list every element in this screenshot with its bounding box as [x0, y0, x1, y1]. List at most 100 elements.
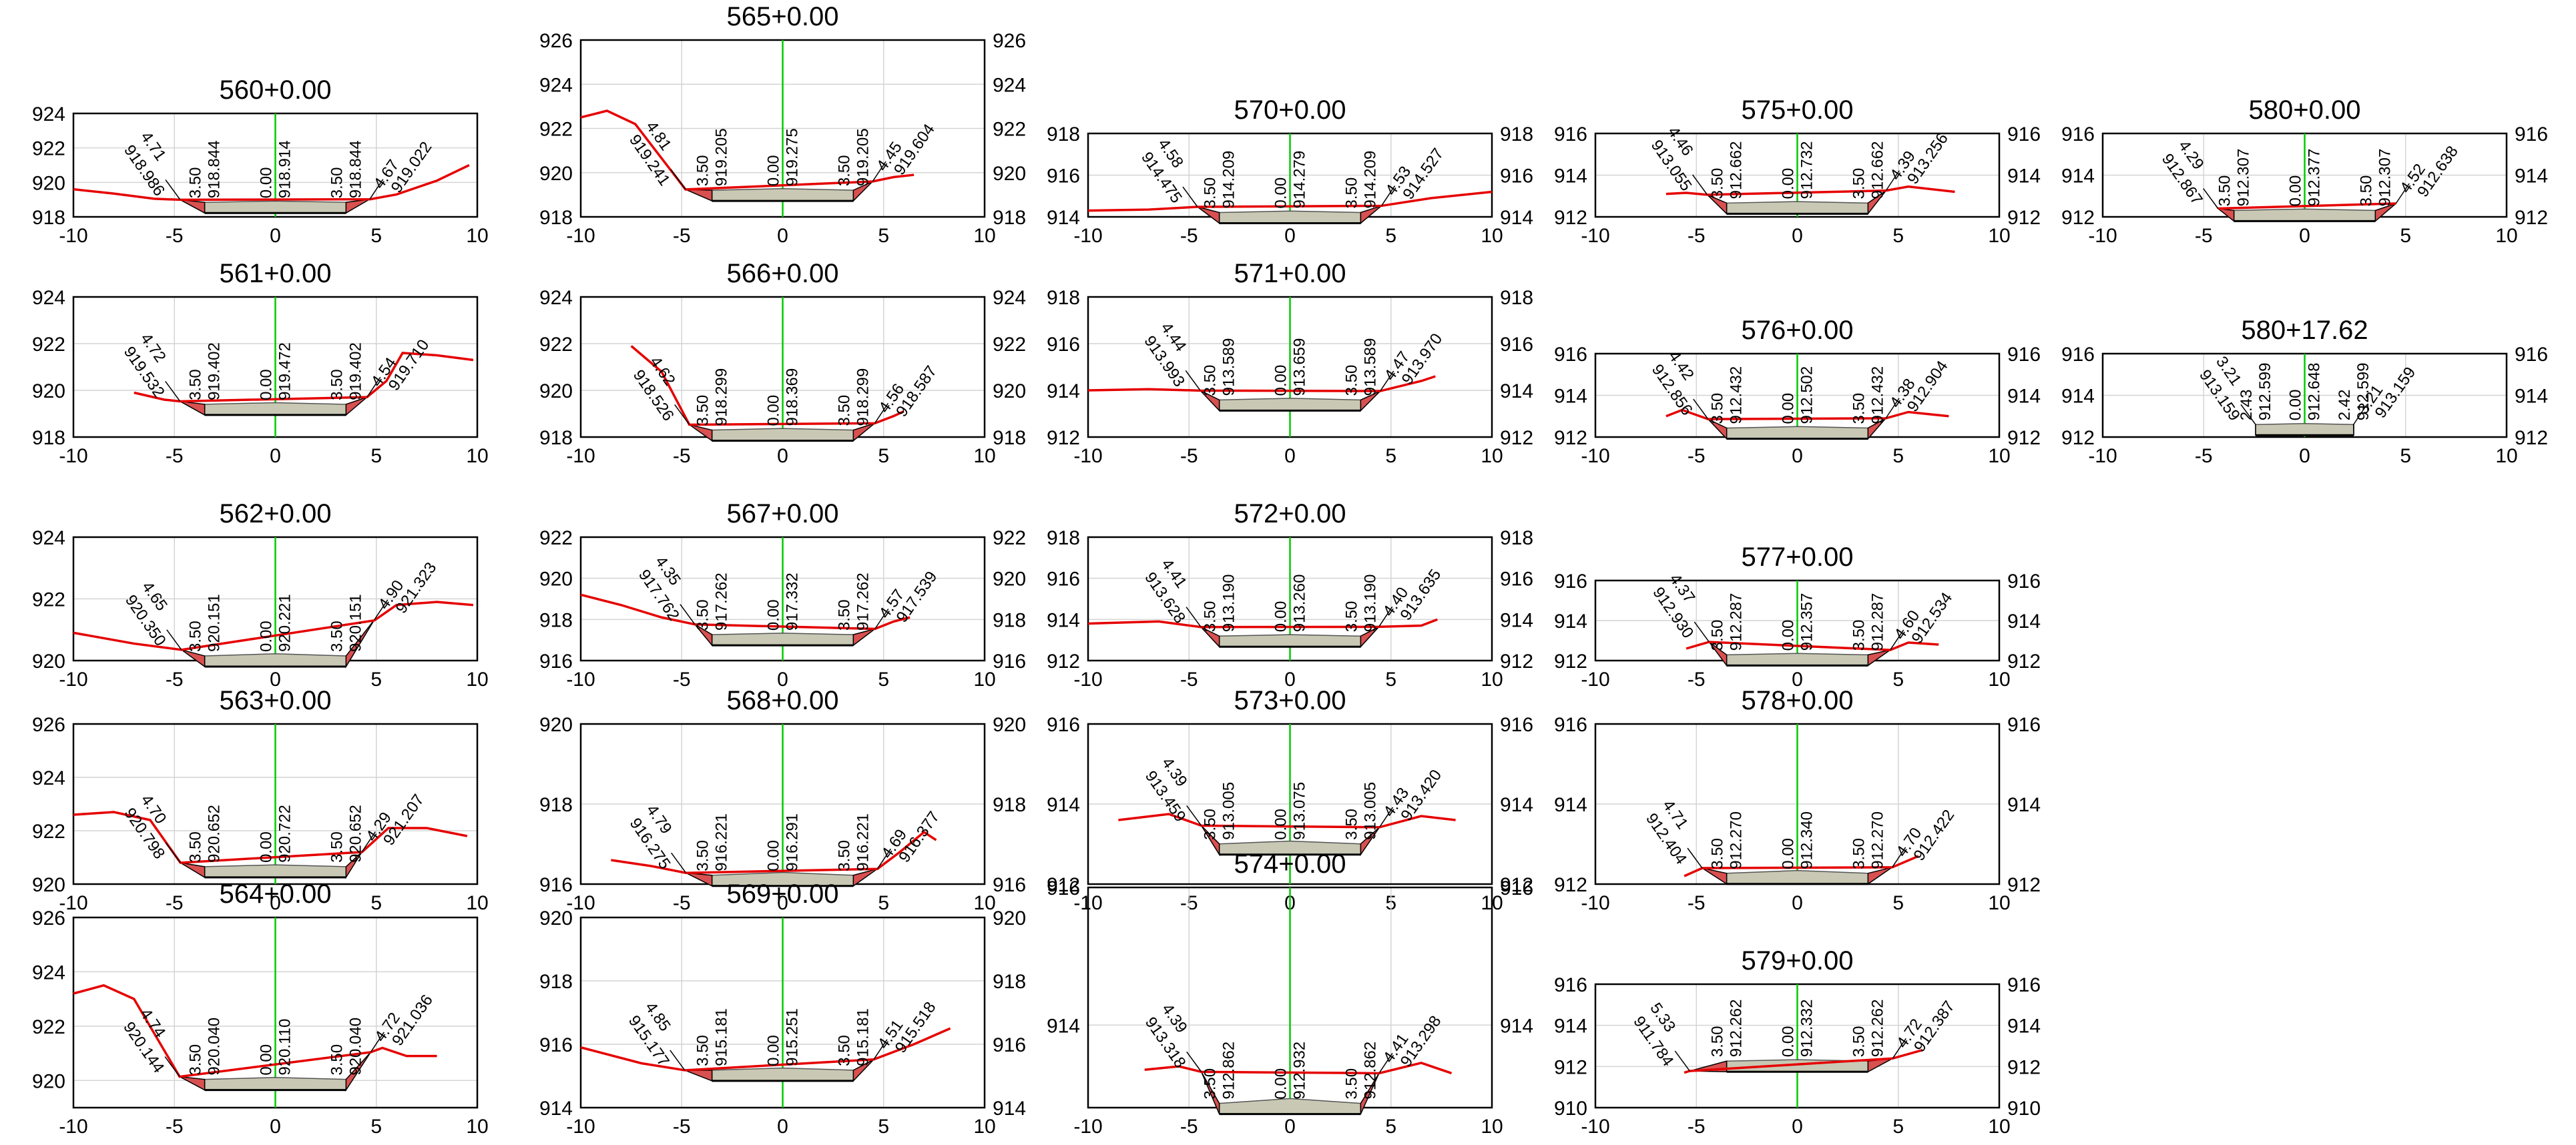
offset-label: 3.50	[328, 369, 346, 400]
right-side-slope	[1360, 205, 1382, 225]
leader-line	[670, 169, 686, 190]
x-tick-label: -10	[1581, 1116, 1609, 1138]
existing-ground-line	[1684, 855, 1919, 877]
y-tick-label-left: 916	[1047, 165, 1080, 187]
right-side-slope	[345, 619, 375, 669]
y-tick-label-left: 924	[32, 103, 65, 125]
section-panel: 579+0.00-10 -5 0 5 1091091291491691091291491…	[1554, 946, 2041, 1138]
x-tick-label: -5	[2195, 225, 2213, 247]
y-tick-label-left: 912	[1554, 874, 1587, 896]
offset-label: 3.50	[1850, 620, 1868, 651]
x-tick-label: 5	[2400, 225, 2411, 247]
y-tick-label-left: 916	[1554, 974, 1587, 996]
x-tick-label: -5	[166, 892, 184, 914]
x-tick-label: 5	[878, 892, 889, 914]
y-tick-label-left: 922	[32, 1016, 65, 1038]
offset-label: 0.00	[2287, 390, 2305, 421]
pavement-layer	[2233, 208, 2376, 222]
section-panel: 565+0.00-10 -5 0 5 1091892092292492691892092…	[539, 2, 1026, 247]
existing-ground-line	[1665, 408, 1949, 420]
y-tick-label-right: 914	[1500, 794, 1533, 816]
x-tick-label: 0	[1792, 445, 1803, 467]
x-tick-label: -5	[673, 225, 691, 247]
y-tick-label-right: 912	[2007, 1056, 2041, 1078]
y-tick-label-left: 916	[539, 651, 573, 673]
y-tick-label-left: 910	[1554, 1098, 1587, 1120]
x-tick-label: -10	[1073, 1116, 1102, 1138]
offset-label: 3.50	[1202, 601, 1220, 633]
x-tick-label: 0	[270, 1116, 281, 1138]
x-tick-label: -10	[59, 1116, 87, 1138]
x-tick-label: 0	[2299, 445, 2310, 467]
y-tick-label-left: 916	[1047, 568, 1080, 591]
leader-line	[1892, 1038, 1906, 1059]
elevation-label: 912.357	[1798, 593, 1816, 651]
left-side-slope	[180, 862, 206, 879]
x-tick-label: -5	[673, 669, 691, 691]
elevation-label: 912.332	[1798, 999, 1816, 1057]
station-title: 580+17.62	[2241, 316, 2368, 345]
offset-label: 3.50	[2216, 175, 2234, 207]
y-tick-label-right: 916	[2515, 123, 2548, 145]
x-tick-label: 0	[1284, 1116, 1296, 1138]
right-side-slope	[2374, 203, 2396, 223]
x-tick-label: 5	[878, 669, 889, 691]
offset-label: 0.00	[1780, 1026, 1798, 1058]
offset-label: 0.00	[765, 155, 783, 186]
offset-label: 3.50	[187, 1044, 205, 1076]
left-side-slope	[1200, 390, 1220, 412]
y-tick-label-left: 920	[539, 714, 573, 736]
leader-line	[874, 402, 889, 424]
leader-line	[1186, 805, 1202, 826]
y-tick-label-right: 912	[2007, 651, 2041, 673]
offset-label: 3.50	[694, 1035, 712, 1066]
y-tick-label-left: 926	[32, 907, 65, 929]
y-tick-label-right: 920	[993, 714, 1026, 736]
offset-label: 0.00	[1272, 601, 1290, 633]
elevation-label: 912.662	[1868, 141, 1886, 200]
y-tick-label-left: 922	[32, 821, 65, 843]
y-tick-label-right: 916	[993, 1034, 1026, 1056]
y-tick-label-left: 916	[539, 874, 573, 896]
existing-ground-line	[1118, 813, 1456, 829]
leader-line	[872, 161, 886, 182]
elevation-label: 912.502	[1798, 366, 1816, 424]
x-tick-label: 0	[1284, 669, 1296, 691]
elevation-label: 915.251	[784, 1008, 802, 1066]
x-tick-label: 10	[2495, 445, 2517, 467]
offset-label: 0.00	[1272, 809, 1290, 840]
x-tick-label: 0	[1792, 892, 1803, 914]
leader-line	[165, 179, 181, 200]
left-side-slope	[694, 624, 713, 647]
y-tick-label-left: 914	[539, 1098, 573, 1120]
left-side-slope	[1201, 1072, 1220, 1114]
x-tick-label: 5	[1385, 445, 1396, 467]
leader-line	[1378, 807, 1394, 828]
pavement-layer	[711, 428, 854, 442]
offset-label: 3.50	[1709, 838, 1727, 869]
station-title: 571+0.00	[1234, 259, 1346, 288]
station-title: 562+0.00	[220, 499, 332, 528]
y-tick-label-left: 924	[32, 962, 65, 984]
offset-label: 0.00	[258, 831, 276, 863]
elevation-label: 919.402	[346, 342, 364, 400]
y-tick-label-left: 918	[539, 971, 573, 993]
existing-ground-line	[134, 352, 474, 403]
x-tick-label: -10	[1073, 225, 1102, 247]
offset-label: 0.00	[1272, 365, 1290, 396]
y-tick-label-left: 916	[1047, 714, 1080, 736]
x-tick-label: 0	[270, 669, 281, 691]
x-tick-label: 10	[1988, 669, 2010, 691]
leader-line	[1185, 370, 1201, 391]
y-tick-label-left: 916	[2061, 123, 2095, 145]
station-title: 563+0.00	[220, 686, 332, 715]
x-tick-label: -5	[1180, 669, 1198, 691]
x-tick-label: 10	[1481, 225, 1503, 247]
y-tick-label-right: 914	[2515, 386, 2548, 408]
pavement-layer	[1726, 201, 1869, 215]
elevation-label: 917.332	[784, 572, 802, 631]
y-tick-label-right: 918	[1500, 527, 1533, 549]
y-tick-label-right: 918	[1500, 123, 1533, 145]
